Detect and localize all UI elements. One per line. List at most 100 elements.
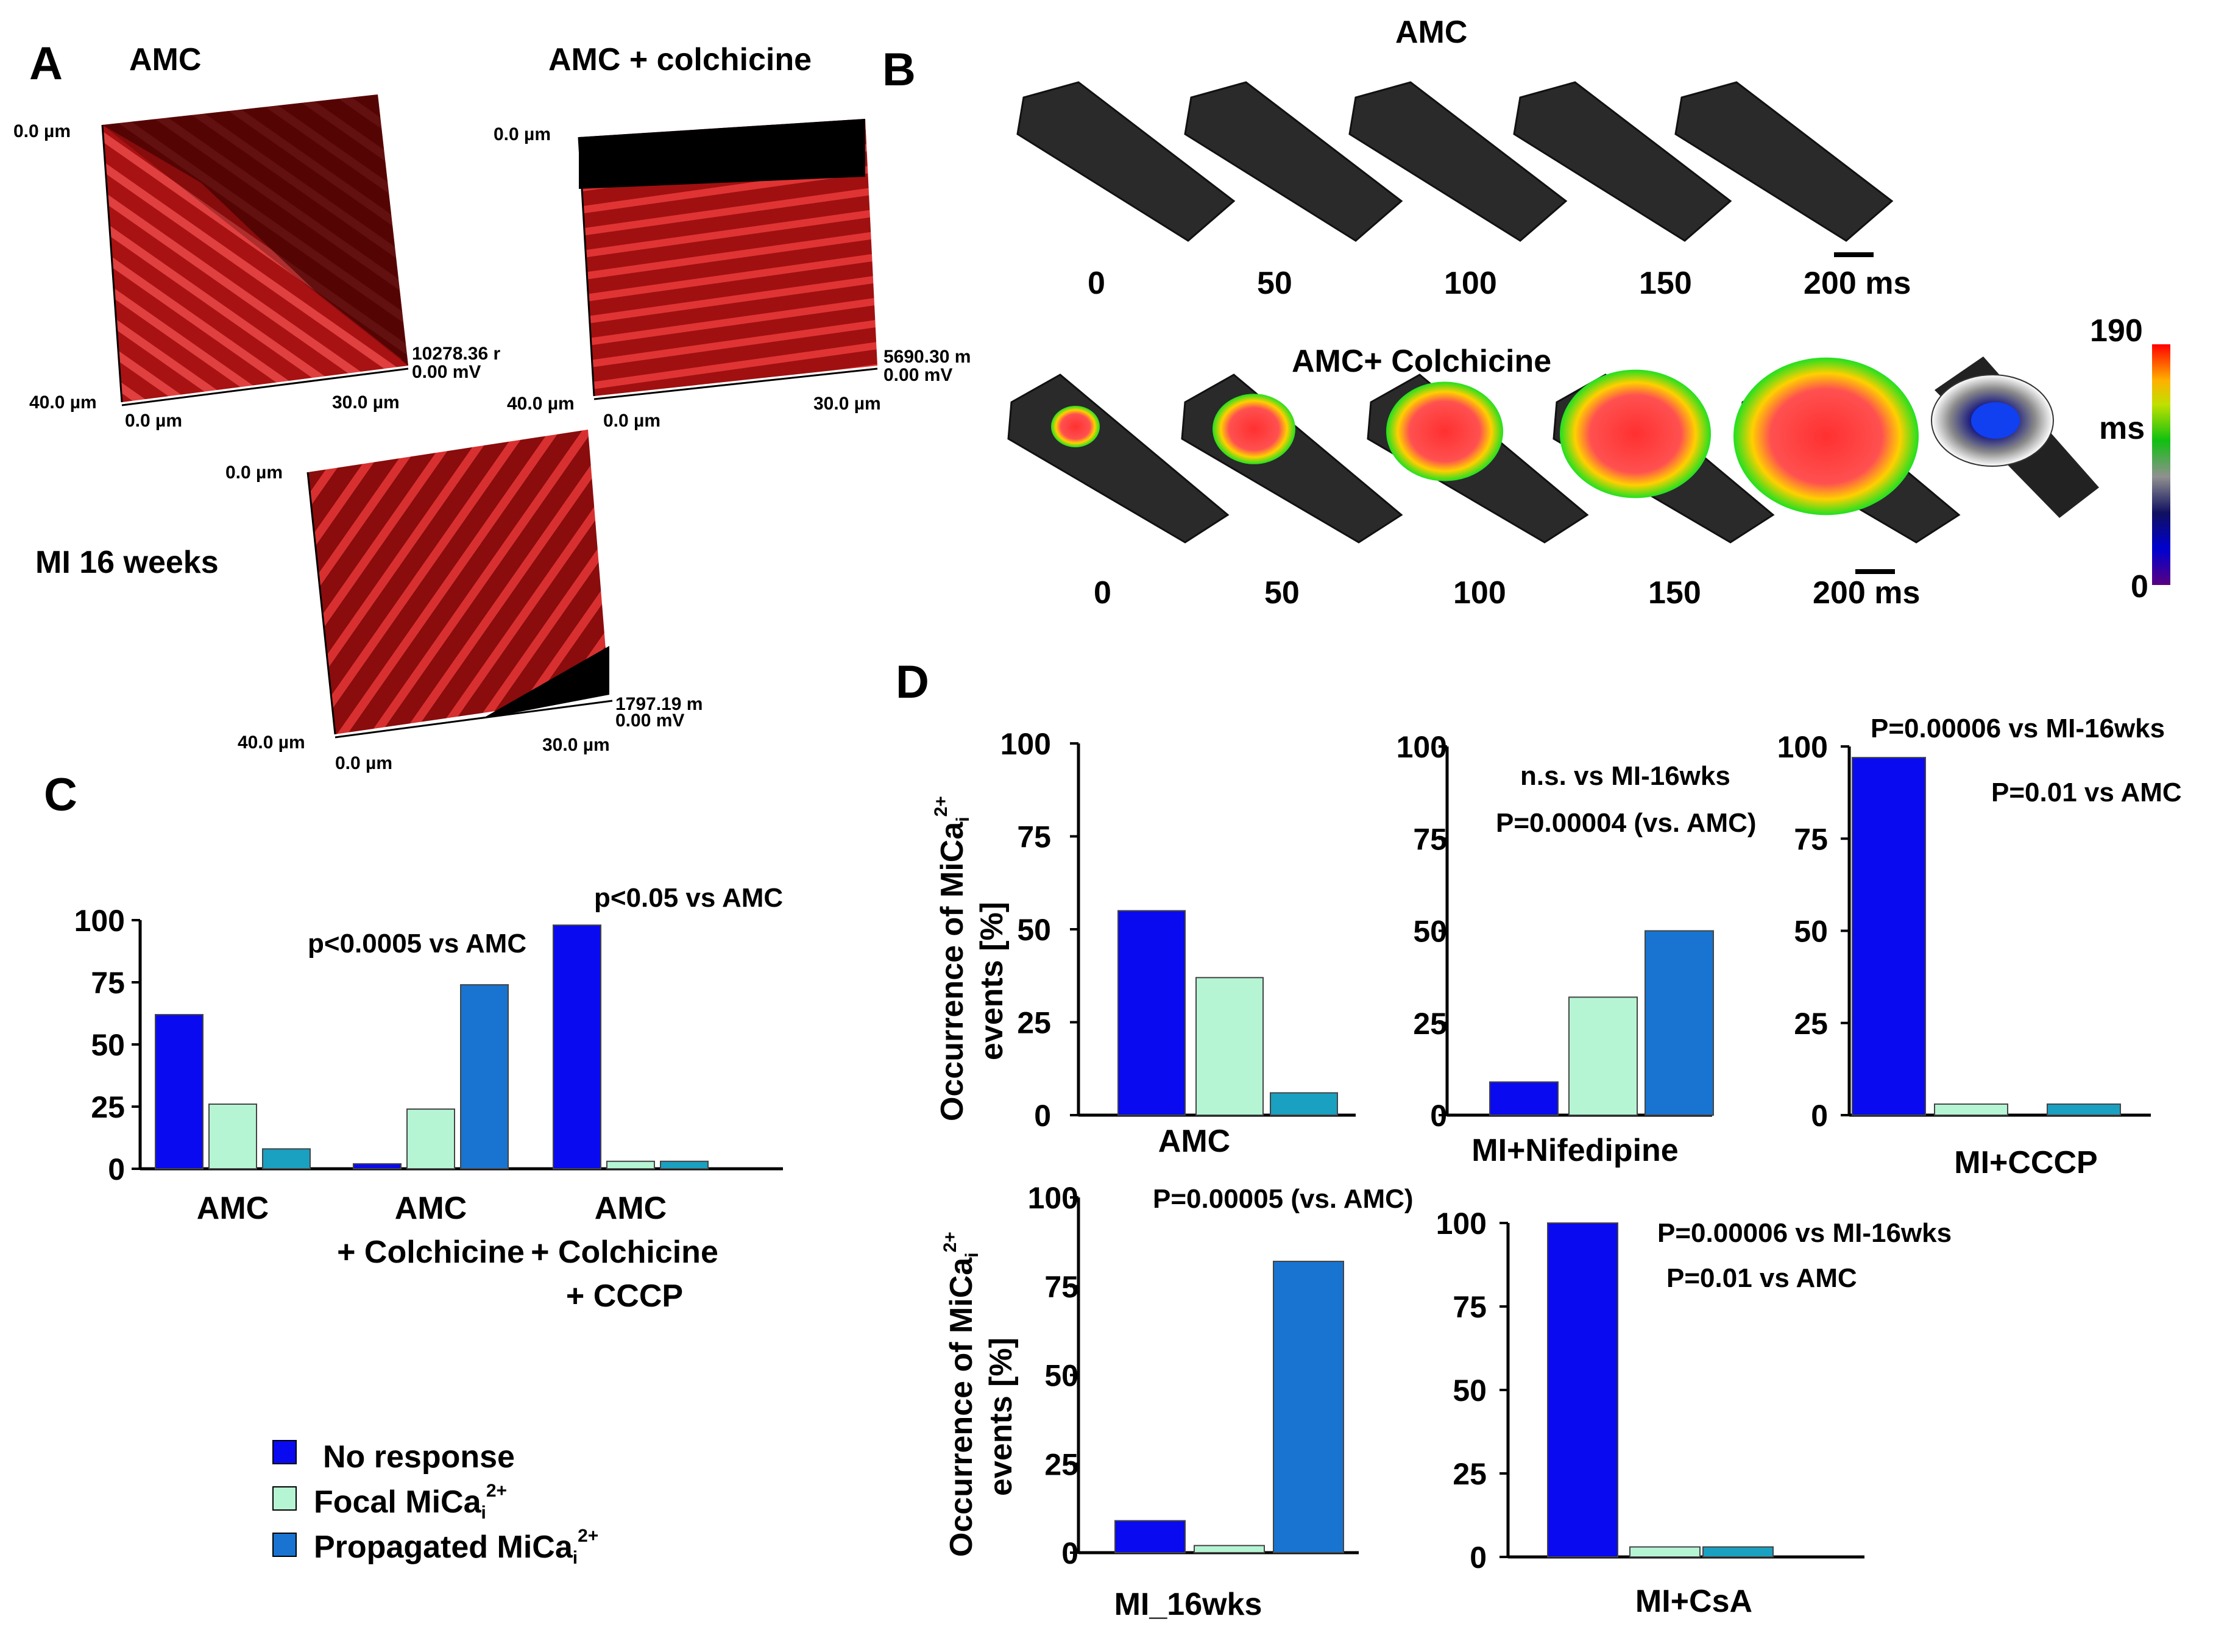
legend-swatch-no-response: [272, 1440, 297, 1464]
chart-c-category-label: AMC: [395, 1191, 467, 1226]
chart-d-2-ytick-label: 100: [1397, 730, 1447, 764]
panel-label-b: B: [882, 44, 916, 96]
chart-c-category-label: AMC: [595, 1191, 667, 1226]
chart-d-5-ytick-label: 50: [1453, 1374, 1487, 1408]
b-row2-time-label: 100: [1453, 575, 1506, 611]
chart-d-2-ytick-label: 25: [1413, 1007, 1447, 1041]
b-activation-map: [1931, 356, 2099, 518]
b-row2-calcium-focus: [1560, 369, 1711, 498]
chart-d-3-ytick-label: 50: [1794, 915, 1828, 949]
chart-d-4-ytick-label: 25: [1044, 1447, 1078, 1481]
afm-amc-x30: 30.0 µm: [332, 392, 400, 413]
chart-d-4-ytick-label: 50: [1044, 1359, 1078, 1393]
b-row1-cell: [1674, 81, 1894, 242]
chart-c: 0 25 50 75 100 AMC AMC + Colchicine AMC + Colchic…: [74, 883, 784, 1314]
b-row1-time-label: 0: [1088, 266, 1105, 301]
chart-d-4-annotation: P=0.00005 (vs. AMC): [1153, 1184, 1414, 1214]
chart-c-category-label: + Colchicine: [337, 1235, 525, 1270]
d-ytitle-bottom-sup: 2+: [940, 1232, 960, 1252]
legend-focal-sup: 2+: [486, 1481, 507, 1501]
b-row2-calcium-focus: [1386, 381, 1503, 481]
d-ytitle-top-sub: i: [953, 817, 973, 821]
afm-colchicine-top: [579, 119, 865, 189]
chart-d-4-ytick-label: 0: [1061, 1536, 1078, 1570]
chart-d-3-bar: [2047, 1103, 2121, 1116]
b-row2-title: AMC+ Colchicine: [1292, 344, 1551, 379]
chart-d-3-bar: [1934, 1103, 2008, 1116]
chart-c-ytick-label: 25: [91, 1090, 125, 1124]
b-row2-time-label: 0: [1094, 575, 1111, 611]
afm-colchicine-surface: [579, 119, 877, 396]
b-colorbar-unit: ms: [2099, 411, 2145, 446]
d-ytitle-top-line1: Occurrence of MiCai2+: [931, 796, 973, 1121]
b-row2-cells: [1007, 357, 1961, 544]
b-activation-map-core: [1971, 402, 2020, 439]
chart-d-4-ytick-label: 75: [1044, 1270, 1078, 1304]
chart-d-2-category-label: MI+Nifedipine: [1471, 1133, 1678, 1168]
chart-d-4-ytick-label: 100: [1028, 1181, 1078, 1215]
chart-d-2-annotation: n.s. vs MI-16wks: [1520, 761, 1730, 791]
afm-colchicine-x30: 30.0 µm: [813, 394, 881, 414]
chart-d-2-ytick-label: 50: [1413, 915, 1447, 949]
chart-c-bar: [606, 1160, 655, 1170]
afm-mi-title: MI 16 weeks: [35, 545, 219, 580]
afm-mi-shadow: [481, 646, 609, 719]
afm-colchicine-xaxis: [593, 367, 878, 400]
chart-d-5-bar: [1702, 1546, 1774, 1558]
chart-d-5-ytick-label: 0: [1470, 1540, 1487, 1575]
legend-propagated-sup: 2+: [578, 1526, 598, 1546]
b-row1-time-label: 50: [1257, 266, 1292, 301]
d-ytitle-bottom: Occurrence of MiCai2+ events [%]: [940, 1232, 1019, 1557]
b-row2-calcium-focus: [1213, 394, 1295, 464]
chart-c-bar: [660, 1160, 709, 1170]
chart-d-5-bar: [1629, 1546, 1701, 1558]
chart-d-1-bar: [1117, 910, 1186, 1116]
chart-d-4-bar: [1194, 1545, 1265, 1554]
chart-c-bar: [460, 984, 509, 1169]
afm-amc-zaxis: [101, 124, 123, 403]
afm-mi: MI 16 weeks 0.0 µm 40.0 µm 0.0 µm 30.0 µ…: [35, 430, 703, 773]
chart-c-category-label: + Colchicine: [531, 1235, 718, 1270]
chart-d-3-ytick-label: 100: [1777, 730, 1828, 764]
legend-propagated-sub: i: [573, 1548, 578, 1568]
chart-d-1-bar: [1270, 1092, 1338, 1116]
chart-d-3-category-label: MI+CCCP: [1954, 1145, 2097, 1180]
chart-c-ytick-label: 75: [91, 966, 125, 1000]
b-row2-time-labels: 0 50 100 150 200 ms: [1094, 575, 1920, 611]
afm-amc: AMC 0.0 µm 40.0 µm 0.0 µm 30.0 µm 10278.…: [13, 42, 500, 431]
b-row1-cell: [1513, 81, 1732, 242]
chart-c-bar: [553, 924, 601, 1170]
chart-d-3-ytick-label: 75: [1794, 822, 1828, 856]
b-row2-time-label: 150: [1648, 575, 1701, 611]
chart-c-bar: [155, 1014, 204, 1170]
chart-d-2-annotation: P=0.00004 (vs. AMC): [1496, 808, 1757, 838]
afm-amc-ridge: [102, 125, 402, 402]
chart-d-2-bar: [1489, 1081, 1559, 1116]
afm-colchicine-title: AMC + colchicine: [548, 42, 812, 77]
chart-d-5-annotation: P=0.00006 vs MI-16wks: [1657, 1218, 1952, 1248]
afm-colchicine-ztop: 0.0 µm: [494, 124, 551, 144]
chart-d-5-ytick-label: 25: [1453, 1457, 1487, 1491]
chart-c-ytick-label: 50: [91, 1028, 125, 1062]
legend-focal-sub: i: [481, 1503, 486, 1523]
b-row1-time-labels: 0 50 100 150 200 ms: [1088, 266, 1911, 301]
chart-d-1-ytick-label: 100: [1000, 727, 1051, 761]
afm-amc-scale: 10278.36 r: [412, 344, 500, 364]
legend-swatch-focal: [272, 1486, 297, 1511]
b-row1-time-label: 100: [1444, 266, 1497, 301]
chart-d-1-ytick-label: 50: [1017, 913, 1051, 947]
chart-d-5-ytick-label: 75: [1453, 1290, 1487, 1324]
chart-c-bar: [208, 1103, 257, 1170]
afm-amc-shadow: [102, 94, 408, 366]
d-ytitle-top-text: Occurrence of MiCa: [935, 821, 970, 1121]
afm-colchicine-scale: 5690.30 m: [883, 347, 971, 367]
chart-d-3-annotation: P=0.00006 vs MI-16wks: [1871, 714, 2165, 743]
b-row1-cell: [1348, 81, 1568, 242]
chart-d-5-category-label: MI+CsA: [1635, 1584, 1752, 1619]
afm-colchicine-zero: 0.00 mV: [883, 365, 952, 385]
chart-c-ytick-label: 100: [74, 904, 125, 938]
chart-c-annotation: p<0.0005 vs AMC: [308, 929, 526, 959]
afm-mi-x0: 0.0 µm: [335, 753, 392, 773]
